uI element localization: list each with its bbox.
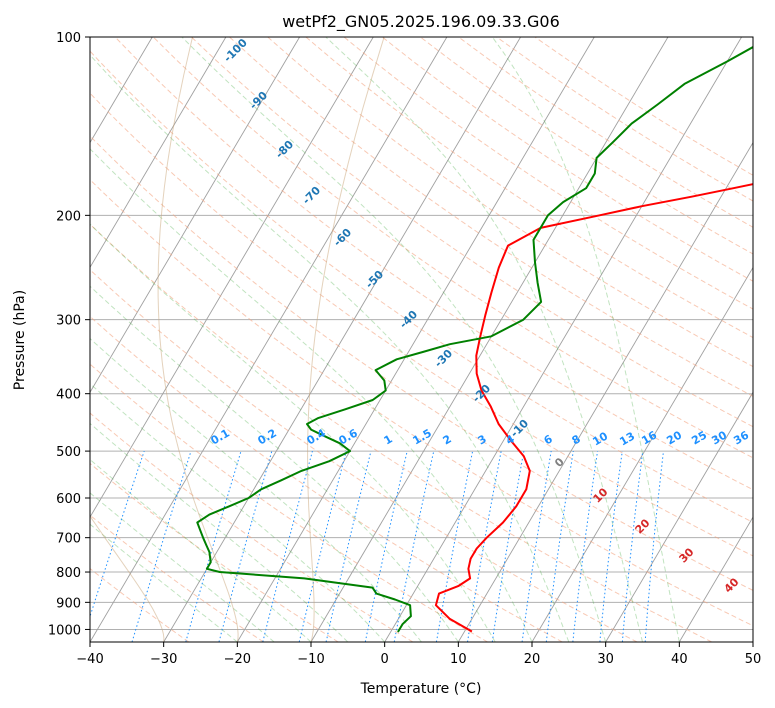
mixing-ratio-line xyxy=(298,450,347,642)
mixing-ratio-line xyxy=(521,451,552,642)
dry-adiabat-line xyxy=(191,37,753,428)
mixing-ratio-line xyxy=(572,451,599,642)
mixing-ratio-line xyxy=(131,450,192,642)
reference-curve xyxy=(307,37,385,642)
x-tick-label: 30 xyxy=(597,652,614,667)
isotherm-line xyxy=(457,141,753,642)
dry-adiabat-line xyxy=(90,412,414,642)
mixing-ratio-line xyxy=(185,450,242,642)
y-tick-label: 100 xyxy=(56,31,81,46)
y-tick-label: 400 xyxy=(56,388,81,403)
mixing-ratio-line xyxy=(599,451,623,642)
x-tick-label: 20 xyxy=(524,652,541,667)
x-axis: −40 −30 −20 −10 0 10 20 30 40 50 xyxy=(76,642,761,667)
dry-adiabat-line xyxy=(305,37,753,339)
dry-adiabat-line xyxy=(114,37,753,491)
plot-frame xyxy=(89,36,754,643)
y-axis: 1000 900 800 700 600 500 400 300 200 100 xyxy=(48,31,90,638)
x-tick-label: 10 xyxy=(450,652,467,667)
y-tick-label: 1000 xyxy=(48,623,81,638)
chart-title: wetPf2_GN05.2025.196.09.33.G06 xyxy=(282,12,560,32)
dry-adiabat-line xyxy=(152,37,753,459)
mixing-ratio-line xyxy=(364,450,408,642)
reference-curve xyxy=(157,37,239,642)
mixing-ratio-line xyxy=(644,451,664,642)
x-axis-label: Temperature (°C) xyxy=(360,681,482,697)
moist-adiabat-line xyxy=(90,383,386,642)
dry-adiabat-line xyxy=(90,50,753,523)
isotherm-line xyxy=(531,266,753,642)
y-tick-label: 800 xyxy=(56,566,81,581)
moist-adiabat-line xyxy=(181,37,607,642)
moist-adiabat-line xyxy=(90,492,275,642)
moist-adiabat-line xyxy=(90,523,238,642)
dry-adiabat-line xyxy=(90,514,264,642)
mixing-ratio-line xyxy=(218,450,273,642)
dry-adiabat-line xyxy=(90,269,638,642)
moist-adiabat-line xyxy=(90,54,570,642)
x-tick-label: −40 xyxy=(76,652,103,667)
mixing-ratio-line xyxy=(621,451,644,642)
y-tick-label: 200 xyxy=(56,209,81,224)
y-tick-label: 900 xyxy=(56,596,81,611)
y-axis-label: Pressure (hPa) xyxy=(12,290,28,390)
dry-adiabat-line xyxy=(343,37,753,310)
y-tick-label: 300 xyxy=(56,314,81,329)
x-tick-label: 0 xyxy=(381,652,389,667)
isotherm-line xyxy=(605,391,753,642)
isotherm-line xyxy=(90,37,227,269)
isotherm-line xyxy=(90,37,448,642)
dry-adiabat-line xyxy=(90,462,339,642)
x-tick-label: −20 xyxy=(224,652,251,667)
y-tick-label: 500 xyxy=(56,445,81,460)
moist-adiabat-line xyxy=(90,148,533,642)
isotherm-line xyxy=(678,516,753,642)
y-tick-label: 700 xyxy=(56,532,81,547)
isotherm-line xyxy=(384,37,742,642)
temperature-profile-line xyxy=(434,183,753,633)
dry-adiabat-line xyxy=(90,178,753,627)
isotherm-line xyxy=(163,37,521,642)
moist-adiabat-line xyxy=(491,37,680,642)
y-tick-label: 600 xyxy=(56,492,81,507)
series-layer xyxy=(196,45,753,633)
dry-adiabat-line xyxy=(90,92,753,557)
dewpoint-profile-line xyxy=(196,45,753,633)
dry-adiabat-line xyxy=(90,363,488,642)
isotherm-line xyxy=(90,37,153,144)
x-tick-label: 40 xyxy=(671,652,688,667)
dry-adiabat-line xyxy=(90,135,753,591)
reference-curve xyxy=(90,515,165,642)
moist-adiabat-line xyxy=(90,285,459,642)
mixing-ratio-line xyxy=(262,450,313,642)
mixing-ratio-line xyxy=(545,451,574,642)
x-tick-label: −30 xyxy=(150,652,177,667)
background-lines xyxy=(90,37,753,642)
mixing-ratio-line xyxy=(325,450,372,642)
isotherm-line xyxy=(90,37,374,518)
isotherm-line xyxy=(236,37,595,642)
moist-adiabat-line xyxy=(90,223,496,642)
isotherm-line xyxy=(90,37,300,394)
x-tick-label: 50 xyxy=(745,652,762,667)
moist-adiabat-line xyxy=(90,458,312,642)
x-tick-label: −10 xyxy=(297,652,324,667)
moist-adiabat-line xyxy=(325,37,643,642)
dry-adiabat-line xyxy=(90,223,712,642)
